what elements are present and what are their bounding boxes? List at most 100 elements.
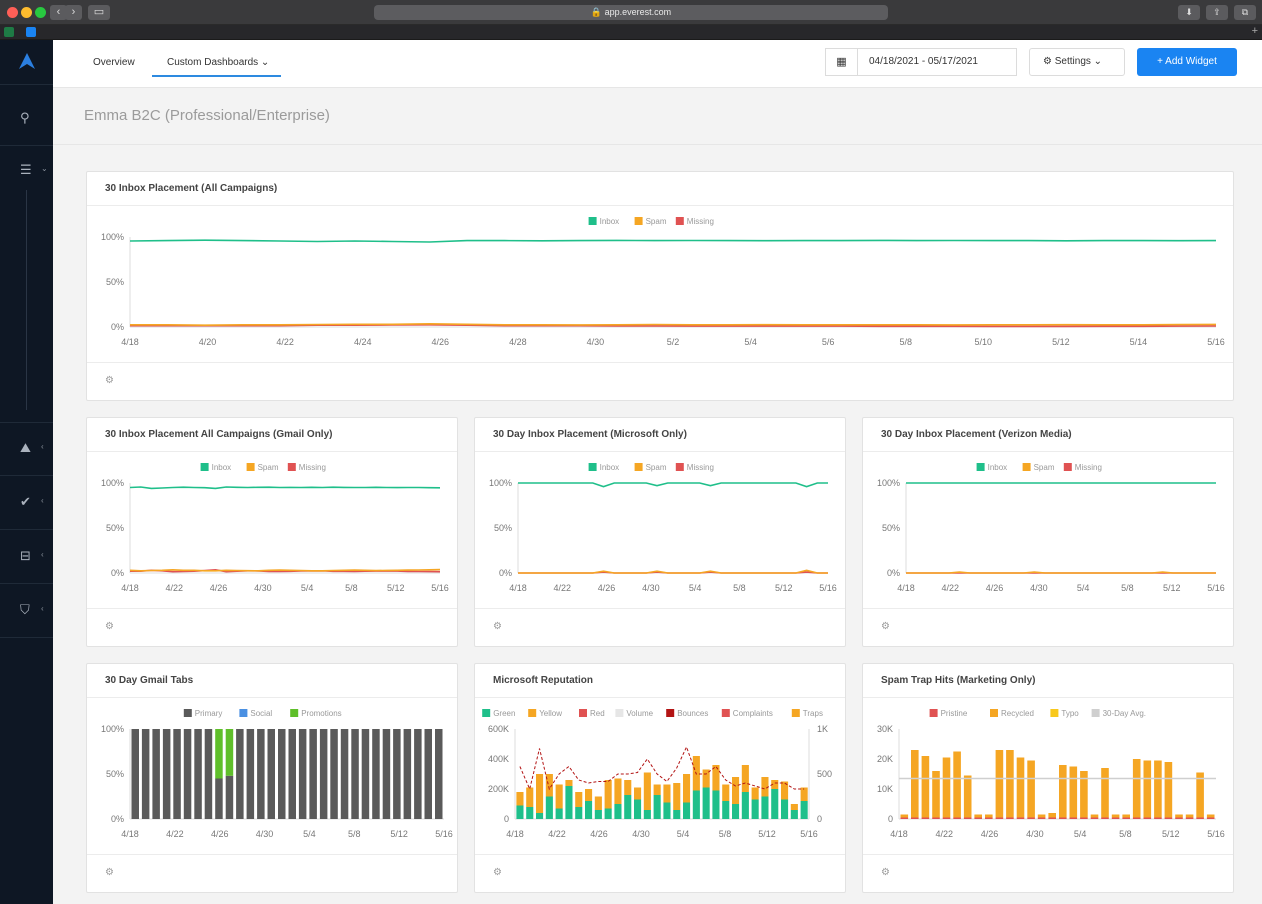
bar-recycled xyxy=(1048,813,1056,818)
bar-green xyxy=(565,786,573,819)
gear-icon[interactable]: ⚙ xyxy=(105,375,114,386)
app-sidebar: ⚲ ☰ ⌄ ⛰ ‹ ✔ ‹ ⊟ ‹ ⛉ ‹ xyxy=(0,40,53,904)
spreadsheet-tab-icon[interactable] xyxy=(4,27,14,37)
sidebar-item-mountain[interactable]: ⛰ ‹ xyxy=(0,422,53,475)
gear-icon[interactable]: ⚙ xyxy=(105,621,114,632)
gear-icon[interactable]: ⚙ xyxy=(881,867,890,878)
bar-recycled xyxy=(1090,814,1099,818)
x-tick-label: 4/26 xyxy=(986,583,1004,593)
legend-label-spam: Spam xyxy=(646,463,667,472)
browser-tab-strip: + xyxy=(0,25,1262,40)
widget-title: 30 Day Inbox Placement (Verizon Media) xyxy=(881,429,1072,440)
bar-primary xyxy=(435,729,443,819)
bar-green xyxy=(663,802,671,819)
bar-recycled xyxy=(1059,765,1067,818)
bar-yellow xyxy=(722,784,730,801)
x-tick-label: 5/16 xyxy=(819,583,837,593)
minimize-window-button[interactable] xyxy=(21,7,32,18)
bar-yellow xyxy=(526,787,534,807)
tab-overview[interactable]: Overview xyxy=(93,57,135,68)
share-icon[interactable]: ⇪ xyxy=(1206,5,1228,20)
new-tab-button[interactable]: + xyxy=(1251,25,1258,37)
chevron-down-icon: ⌄ xyxy=(41,164,48,173)
url-text: app.everest.com xyxy=(604,7,672,17)
bar-recycled xyxy=(985,814,993,818)
bar-yellow xyxy=(536,774,544,813)
bar-primary xyxy=(403,729,412,819)
bar-primary xyxy=(162,729,171,819)
x-tick-label: 4/26 xyxy=(211,829,229,839)
bar-recycled xyxy=(995,750,1004,818)
legend-swatch-social xyxy=(239,709,248,717)
gear-icon[interactable]: ⚙ xyxy=(493,867,502,878)
bar-green xyxy=(526,807,534,819)
legend-label-red: Red xyxy=(590,709,605,718)
series-line-spam xyxy=(906,571,1216,574)
y-tick-label: 200K xyxy=(488,784,509,794)
bar-green xyxy=(761,796,769,819)
sidebar-item-check[interactable]: ✔ ‹ xyxy=(0,476,53,529)
forward-button[interactable]: › xyxy=(65,5,82,20)
bar-yellow xyxy=(634,787,642,800)
bar-green xyxy=(634,799,642,819)
bar-pristine xyxy=(1090,817,1099,819)
tabs-overview-icon[interactable]: ⧉ xyxy=(1234,5,1256,20)
bar-primary xyxy=(141,729,150,819)
add-widget-button[interactable]: + Add Widget xyxy=(1137,48,1237,76)
check-icon: ✔ xyxy=(20,494,31,509)
date-range-picker[interactable]: 04/18/2021 - 05/17/2021 xyxy=(857,48,1017,76)
bar-yellow xyxy=(790,804,798,810)
legend-swatch-spam xyxy=(246,463,255,471)
chevron-left-icon: ‹ xyxy=(41,442,44,451)
sidebar-item-key[interactable]: ⚲ xyxy=(0,92,53,145)
download-icon[interactable]: ⬇ xyxy=(1178,5,1200,20)
bar-pristine xyxy=(1016,817,1025,819)
widget-title: 30 Inbox Placement (All Campaigns) xyxy=(105,183,278,194)
bar-green xyxy=(555,808,563,819)
series-line-spam xyxy=(129,568,441,572)
bar-yellow xyxy=(771,780,779,789)
bar-recycled xyxy=(1196,772,1204,818)
bar-recycled xyxy=(1111,814,1120,818)
logo-icon[interactable] xyxy=(18,52,36,70)
y-tick-label: 50% xyxy=(106,523,124,533)
close-window-button[interactable] xyxy=(7,7,18,18)
sidebar-toggle-icon[interactable]: ▭ xyxy=(88,5,110,20)
bar-pristine xyxy=(1122,817,1130,819)
legend-swatch-missing xyxy=(287,463,296,471)
x-tick-label: 4/30 xyxy=(632,829,650,839)
bar-promotions xyxy=(225,729,234,776)
gear-icon[interactable]: ⚙ xyxy=(881,621,890,632)
bar-pristine xyxy=(974,817,982,819)
gear-icon[interactable]: ⚙ xyxy=(493,621,502,632)
x-tick-label: 4/20 xyxy=(199,337,217,347)
bar-pristine xyxy=(985,817,993,819)
legend-swatch-inbox xyxy=(200,463,209,471)
address-bar[interactable]: 🔒 app.everest.com xyxy=(374,5,888,20)
bar-primary xyxy=(215,778,223,819)
settings-button[interactable]: ⚙ Settings ⌄ xyxy=(1029,48,1125,76)
legend-swatch-red xyxy=(579,709,587,717)
zoom-window-button[interactable] xyxy=(35,7,46,18)
legend-swatch-spam xyxy=(1022,463,1031,471)
tab-custom-dashboards[interactable]: Custom Dashboards ⌄ xyxy=(167,57,270,68)
legend-label-promotions: Promotions xyxy=(301,709,341,718)
gear-icon[interactable]: ⚙ xyxy=(105,867,114,878)
sidebar-item-menu[interactable]: ☰ ⌄ xyxy=(0,144,53,197)
bar-green xyxy=(585,801,593,819)
x-tick-label: 5/12 xyxy=(387,583,405,593)
calendar-icon[interactable]: ▦ xyxy=(825,48,858,76)
bar-recycled xyxy=(1122,814,1130,818)
x-tick-label: 5/6 xyxy=(822,337,835,347)
bar-green xyxy=(614,804,622,819)
legend-label-missing: Missing xyxy=(687,217,714,226)
bar-primary xyxy=(372,729,380,819)
chart-inbox-placement-all: Inbox Spam Missing 100% 50% 0% 4/18 4/20 4/22 4/2… xyxy=(101,217,1225,347)
bar-pristine xyxy=(1206,817,1215,819)
everest-tab-icon[interactable] xyxy=(26,27,36,37)
back-button[interactable]: ‹ xyxy=(50,5,67,20)
sidebar-item-shield[interactable]: ⛉ ‹ xyxy=(0,584,53,637)
x-tick-label: 4/18 xyxy=(897,583,915,593)
x-tick-label: 5/8 xyxy=(348,829,361,839)
sidebar-item-inbox[interactable]: ⊟ ‹ xyxy=(0,530,53,583)
